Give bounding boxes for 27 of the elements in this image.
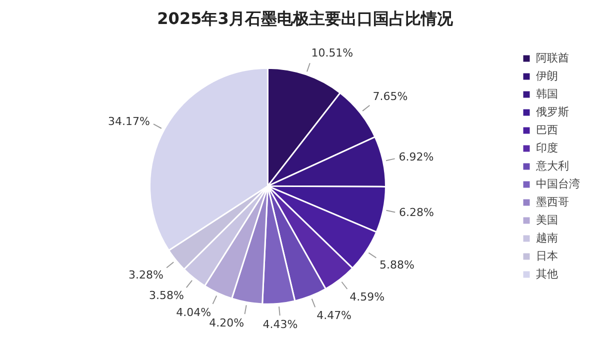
data-label: 6.28% <box>399 206 434 219</box>
data-label: 4.43% <box>262 318 298 331</box>
data-label: 6.92% <box>398 150 434 164</box>
chart-title: 2025年3月石墨电极主要出口国占比情况 <box>157 8 454 28</box>
data-label: 34.17% <box>108 115 150 128</box>
legend-label: 意大利 <box>535 159 569 172</box>
data-label: 3.58% <box>148 288 184 302</box>
legend-label: 墨西哥 <box>536 195 569 208</box>
legend-label: 伊朗 <box>536 69 558 82</box>
legend-label: 韩国 <box>536 87 558 100</box>
data-label: 3.28% <box>128 268 164 282</box>
legend-label: 阿联酋 <box>536 51 569 64</box>
data-label: 4.20% <box>209 316 244 330</box>
legend-label: 越南 <box>536 231 558 244</box>
legend-label: 日本 <box>536 249 558 262</box>
legend-label: 美国 <box>536 213 558 226</box>
data-label: 7.65% <box>372 90 408 104</box>
legend-label: 中国台湾 <box>536 177 580 190</box>
data-label: 5.88% <box>380 258 414 272</box>
legend-label: 其他 <box>536 267 558 280</box>
legend-label: 印度 <box>536 141 558 154</box>
data-label: 10.51% <box>311 46 354 60</box>
data-label: 4.47% <box>316 309 352 322</box>
data-label: 4.04% <box>176 306 212 319</box>
legend-label: 俄罗斯 <box>536 105 569 118</box>
legend-label: 巴西 <box>536 123 558 136</box>
data-label: 4.59% <box>350 290 385 304</box>
